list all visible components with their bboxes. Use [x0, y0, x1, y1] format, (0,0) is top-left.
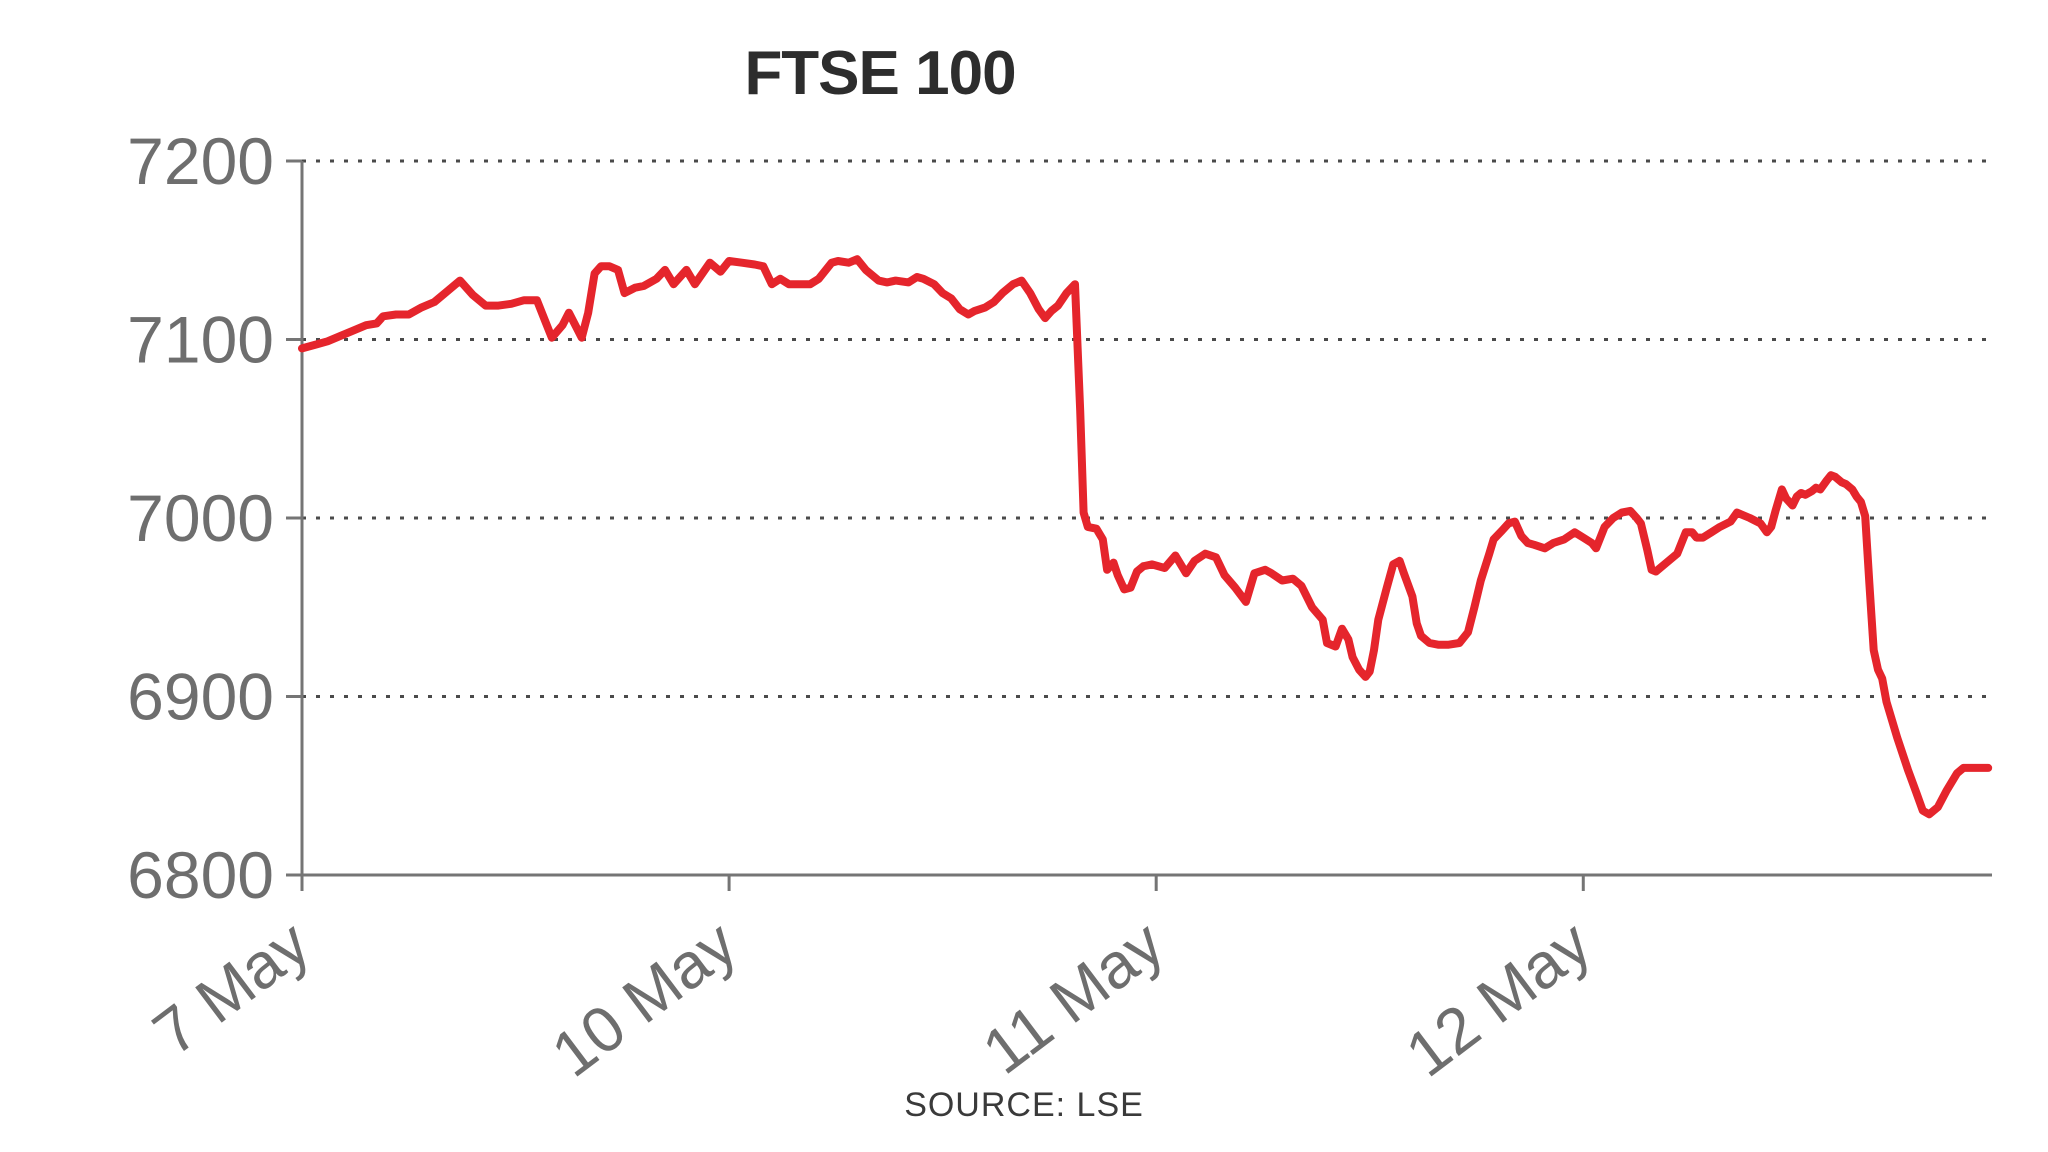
- y-axis-tick-label: 7100: [127, 303, 274, 377]
- y-axis-tick-label: 6900: [127, 660, 274, 734]
- ftse-100-series-line: [298, 255, 1993, 819]
- x-axis-tick-label: 11 May: [969, 907, 1176, 1088]
- chart-title: FTSE 100: [744, 39, 1016, 108]
- x-axis-tick-label: 10 May: [539, 907, 750, 1091]
- y-axis-tick-label: 7000: [127, 481, 274, 555]
- x-axis-tick-label: 7 May: [140, 907, 323, 1069]
- y-axis-tick-label: 6800: [127, 838, 274, 912]
- x-axis-tick-label: 12 May: [1393, 907, 1604, 1091]
- chart-source-label: SOURCE: LSE: [904, 1086, 1144, 1124]
- y-axis-tick-label: 7200: [127, 124, 274, 198]
